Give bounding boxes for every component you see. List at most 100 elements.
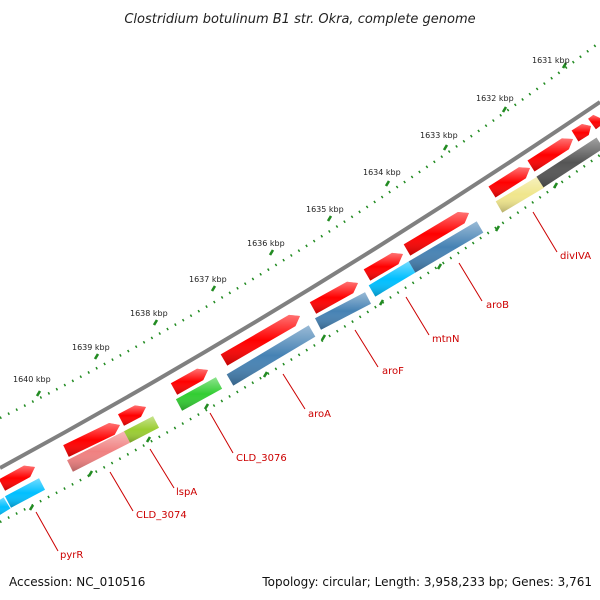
forward-gene-arrow[interactable] [118,405,146,426]
inner-tick [262,371,269,378]
gene-name: aroF [382,366,404,377]
gene-label-mtnN[interactable]: mtnN [405,296,459,345]
ruler-label: 1639 kbp [72,343,110,352]
gene-arrow-shading [315,292,371,330]
leader-line [405,296,430,336]
gene-label-aroB[interactable]: aroB [458,262,509,311]
leader-line [35,511,59,552]
gene-arrow-shading [67,431,130,472]
inner-tick [378,299,385,306]
forward-gene-arrow[interactable] [403,212,469,256]
leader-line [532,211,558,253]
ruler-label: 1636 kbp [247,239,285,248]
gene-lspA[interactable] [124,416,159,443]
forward-gene-arrow[interactable] [363,252,403,281]
kbp-ruler: 1631 kbp 1632 kbp 1633 kbp 1634 kbp 1635… [0,41,600,420]
gene-label-CLD_3074[interactable]: CLD_3074 [109,471,187,521]
gene-aroA[interactable] [226,325,316,386]
ruler-major-ticks [35,62,568,397]
gene-unnamed-grey[interactable] [536,137,600,188]
leader-line [458,262,483,302]
gene-aroF[interactable] [315,292,371,330]
gene-pyrR[interactable] [5,478,45,508]
gene-label-aroF[interactable]: aroF [354,329,404,377]
gene-mtnN[interactable] [368,261,416,297]
gene-arrow-shading [363,252,403,281]
ruler-tick [93,353,100,360]
leader-line [149,448,175,489]
gene-arrow-shading [5,478,45,508]
gene-arrow-shading [124,416,159,443]
ruler-label: 1635 kbp [306,205,344,214]
forward-gene-arrow[interactable] [220,314,300,366]
inner-tick [494,225,501,232]
leader-line [282,373,306,410]
gene-arrow-shading [63,423,120,457]
gene-arrow-shading [488,167,530,198]
inner-ruler-ticks [28,182,559,511]
gene-arrow-shading [118,405,146,426]
inner-tick [552,182,559,189]
ruler-label: 1637 kbp [189,275,227,284]
ruler-label: 1631 kbp [532,56,570,65]
gene-label-CLD_3076[interactable]: CLD_3076 [209,412,287,464]
forward-gene-arrow[interactable] [63,423,120,457]
accession-text: Accession: NC_010516 [9,575,145,589]
gene-CLD_3076[interactable] [175,377,223,411]
topology-text: Topology: circular; Length: 3,958,233 bp… [261,575,592,589]
forward-gene-arrow[interactable] [488,167,531,198]
gene-aroB[interactable] [408,221,484,273]
gene-arrow-shading [309,281,358,314]
gene-divIVA[interactable] [495,176,545,213]
leader-line [209,412,234,454]
gene-name: lspA [176,487,197,498]
inner-tick [436,263,443,270]
gene-CLD_3074[interactable] [67,431,130,472]
forward-gene-arrow[interactable] [170,368,208,395]
forward-strand-genes [0,114,600,491]
reverse-strand-genes [0,137,600,517]
leader-line [354,329,379,368]
gene-arrow-shading [368,261,416,297]
inner-tick [320,334,327,341]
ruler-tick [326,215,333,222]
gene-arrow-shading [588,114,600,130]
ruler-label: 1634 kbp [363,168,401,177]
ruler-label: 1632 kbp [476,94,514,103]
inner-tick [87,470,94,477]
gene-label-lspA[interactable]: lspA [149,448,197,498]
inner-tick [28,504,35,511]
gene-name: aroB [486,300,509,311]
forward-gene-arrow[interactable] [571,124,591,142]
gene-arrow-shading [495,176,545,213]
gene-name: mtnN [432,334,459,345]
gene-name: aroA [308,409,331,420]
gene-arrow-shading [226,325,316,386]
gene-arrow-shading [527,138,573,172]
leader-line [109,471,134,512]
inner-tick [203,403,210,410]
ruler-label: 1638 kbp [130,309,168,318]
gene-name: divIVA [560,251,591,262]
ruler-label: 1640 kbp [13,375,51,384]
gene-name: pyrR [60,550,83,561]
forward-gene-arrow[interactable] [0,465,35,491]
forward-gene-arrow[interactable] [309,281,358,314]
gene-arrow-shading [220,314,300,366]
ruler-tick [210,285,217,292]
ruler-label: 1633 kbp [420,131,458,140]
ruler-tick [561,62,568,69]
gene-label-pyrR[interactable]: pyrR [35,511,83,561]
ruler-tick [152,319,159,326]
gene-pyrR-part[interactable] [0,497,11,517]
gene-label-divIVA[interactable]: divIVA [532,211,591,262]
ruler-dot-track [0,41,600,420]
gene-arrow-shading [403,212,469,256]
forward-gene-arrow[interactable] [588,114,600,130]
genome-backbone [0,100,600,470]
gene-label-aroA[interactable]: aroA [282,373,331,420]
gene-arrow-shading [408,221,484,273]
forward-gene-arrow[interactable] [527,138,574,172]
